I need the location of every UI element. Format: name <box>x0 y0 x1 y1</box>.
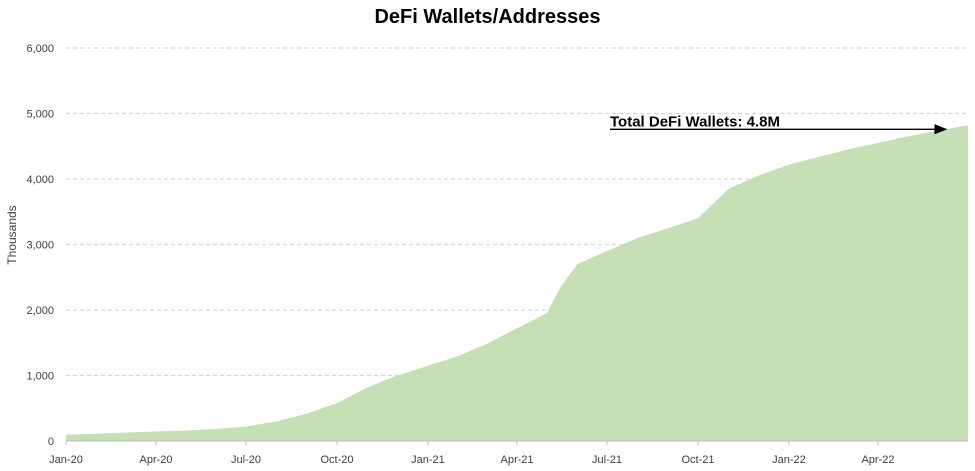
x-tick-label: Apr-20 <box>139 454 172 466</box>
y-tick-label: 6,000 <box>26 43 54 55</box>
x-tick-label: Jan-21 <box>411 454 445 466</box>
wallets-area <box>66 125 968 442</box>
x-tick-label: Jan-20 <box>49 454 83 466</box>
chart-title: DeFi Wallets/Addresses <box>374 6 601 28</box>
annotation-label: Total DeFi Wallets: 4.8M <box>610 113 780 130</box>
x-tick-label: Jul-21 <box>592 454 622 466</box>
x-tick-label: Oct-21 <box>681 454 714 466</box>
y-tick-label: 3,000 <box>26 240 54 252</box>
x-tick-label: Apr-22 <box>861 454 894 466</box>
y-tick-label: 5,000 <box>26 109 54 121</box>
y-tick-label: 1,000 <box>26 371 54 383</box>
x-tick-label: Jul-20 <box>231 454 261 466</box>
y-tick-label: 2,000 <box>26 305 54 317</box>
x-tick-label: Apr-21 <box>500 454 533 466</box>
y-tick-label: 4,000 <box>26 174 54 186</box>
y-tick-label: 0 <box>48 436 54 448</box>
x-tick-label: Oct-20 <box>320 454 353 466</box>
x-tick-label: Jan-22 <box>772 454 806 466</box>
